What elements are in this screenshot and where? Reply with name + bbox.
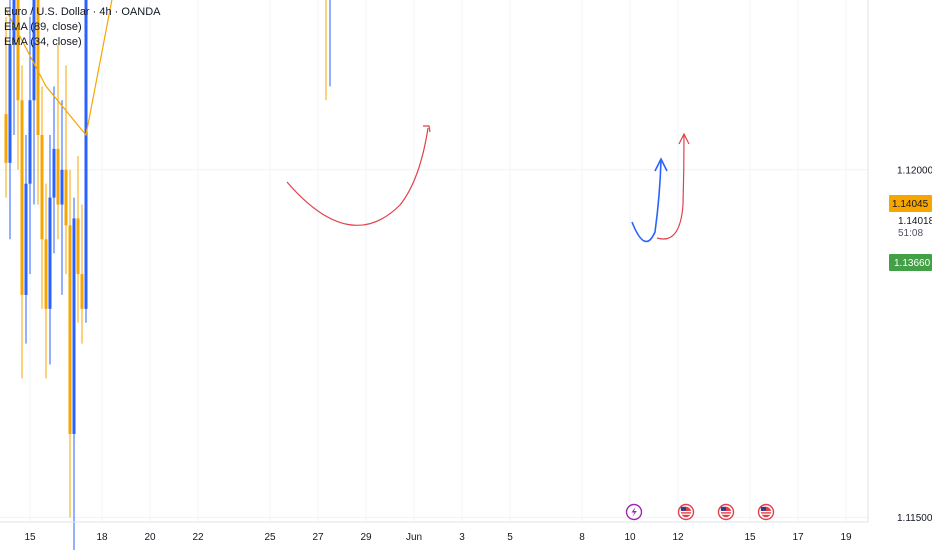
candle-bear — [4, 114, 8, 163]
time-tick-label: 5 — [507, 532, 513, 543]
flag-stripe — [680, 511, 692, 513]
flag-canton — [760, 506, 766, 511]
candle-bear — [16, 0, 20, 101]
time-tick-label: 8 — [579, 532, 585, 543]
time-tick-label: 15 — [24, 532, 36, 543]
candle-bull — [84, 0, 88, 309]
flag-stripe — [760, 511, 772, 513]
time-tick-label: 15 — [744, 532, 756, 543]
blue-arrowhead — [654, 157, 668, 172]
candle-bear — [80, 274, 84, 309]
symbol-title[interactable]: Euro / U.S. Dollar · 4h · OANDA — [4, 6, 161, 18]
candle-bear — [20, 100, 24, 295]
time-tick-label: 18 — [96, 532, 108, 543]
candle-bull — [52, 148, 56, 198]
time-tick-label: 17 — [792, 532, 804, 543]
flag-canton — [680, 506, 686, 511]
price-axis[interactable]: 1.155001.150001.145001.140001.135001.130… — [867, 0, 932, 524]
time-tick-label: Jun — [406, 532, 422, 543]
candle-bull — [12, 0, 16, 45]
candle-bull — [24, 183, 28, 295]
legend-ema-89[interactable]: EMA (89, close) — [4, 21, 82, 33]
red-curve-arrow-left — [286, 127, 429, 226]
flag-stripe — [680, 513, 692, 515]
candle-bear — [40, 135, 44, 240]
time-tick-label: 27 — [312, 532, 324, 543]
flag-stripe — [760, 513, 772, 515]
bid-price-text: 1.14018 — [898, 216, 932, 227]
candle-bull — [28, 100, 32, 184]
chart-grid — [0, 0, 868, 522]
candle-bear — [76, 218, 80, 275]
ema-value-text: 1.13660 — [894, 258, 931, 269]
annotation-layer — [286, 125, 690, 243]
time-tick-label: 22 — [192, 532, 204, 543]
event-markers — [625, 503, 775, 521]
candle-bull — [32, 0, 36, 101]
flag-stripe — [720, 511, 732, 513]
time-tick-label: 10 — [624, 532, 636, 543]
time-tick-label: 3 — [459, 532, 465, 543]
candle-bear — [64, 169, 68, 226]
candle-bull — [48, 197, 52, 309]
red-arrowhead-left — [423, 125, 431, 133]
legend-ema-34[interactable]: EMA (34, close) — [4, 36, 82, 48]
last-price-text: 1.14045 — [892, 199, 929, 210]
price-tick-label: 1.12000 — [897, 165, 932, 176]
candles-layer — [4, 0, 331, 550]
flag-canton — [720, 506, 726, 511]
countdown-text: 51:08 — [898, 228, 923, 239]
ema-value-tag — [889, 254, 932, 271]
time-tick-label: 12 — [672, 532, 684, 543]
flag-stripe — [720, 513, 732, 515]
red-curve-arrow-right — [656, 134, 685, 240]
time-tick-label: 19 — [840, 532, 852, 543]
candle-bear — [68, 225, 72, 434]
time-tick-label: 25 — [264, 532, 276, 543]
chart-legend: Euro / U.S. Dollar · 4h · OANDA EMA (89,… — [4, 5, 161, 50]
red-arrowhead-right — [678, 132, 690, 145]
candle-bull — [60, 169, 64, 205]
blue-curve-arrow — [631, 159, 662, 243]
last-price-tag — [889, 195, 932, 212]
candle-bear — [44, 239, 48, 309]
time-axis[interactable]: 15 18 20 22 25 27 29 Jun 3 5 8 10 12 15 17 19 — [0, 521, 868, 543]
candle-bear — [36, 0, 40, 136]
candle-bear — [56, 148, 60, 205]
time-tick-label: 29 — [360, 532, 372, 543]
candle-bull — [8, 44, 12, 163]
candle-bull — [72, 218, 76, 434]
price-tick-label: 1.11500 — [897, 513, 932, 524]
time-tick-label: 20 — [144, 532, 156, 543]
lightning-glyph — [631, 507, 637, 517]
